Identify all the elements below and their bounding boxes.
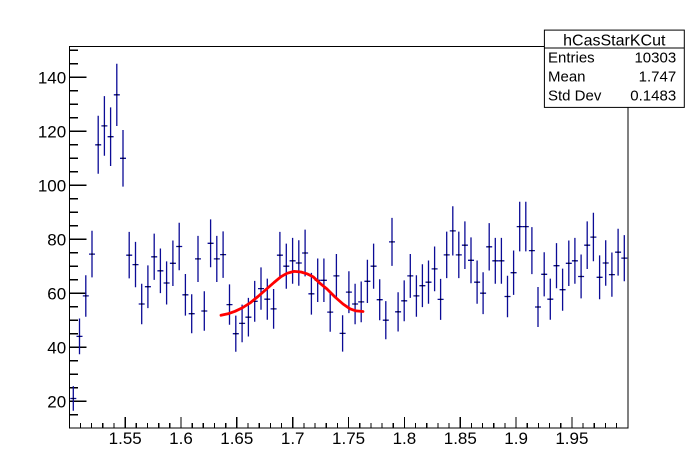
svg-text:100: 100: [38, 176, 66, 195]
svg-text:1.6: 1.6: [169, 429, 193, 448]
svg-text:hCasStarKCut: hCasStarKCut: [563, 32, 666, 49]
svg-text:1.65: 1.65: [220, 429, 253, 448]
svg-text:1.95: 1.95: [555, 429, 588, 448]
svg-text:1.9: 1.9: [504, 429, 528, 448]
svg-text:1.7: 1.7: [281, 429, 305, 448]
svg-text:60: 60: [47, 284, 66, 303]
svg-text:Mean: Mean: [548, 68, 594, 85]
svg-text:1.75: 1.75: [332, 429, 365, 448]
svg-text:1.55: 1.55: [109, 429, 142, 448]
svg-text:10303: 10303: [634, 49, 676, 66]
svg-text:Std Dev: Std Dev: [548, 87, 614, 104]
svg-text:140: 140: [38, 68, 66, 87]
svg-text:20: 20: [47, 392, 66, 411]
svg-text:80: 80: [47, 230, 66, 249]
svg-text:120: 120: [38, 122, 66, 141]
svg-text:1.85: 1.85: [444, 429, 477, 448]
svg-text:1.747: 1.747: [639, 68, 677, 85]
svg-text:0.1483: 0.1483: [630, 87, 676, 104]
svg-text:1.8: 1.8: [393, 429, 417, 448]
svg-text:Entries: Entries: [548, 49, 599, 66]
svg-text:40: 40: [47, 338, 66, 357]
